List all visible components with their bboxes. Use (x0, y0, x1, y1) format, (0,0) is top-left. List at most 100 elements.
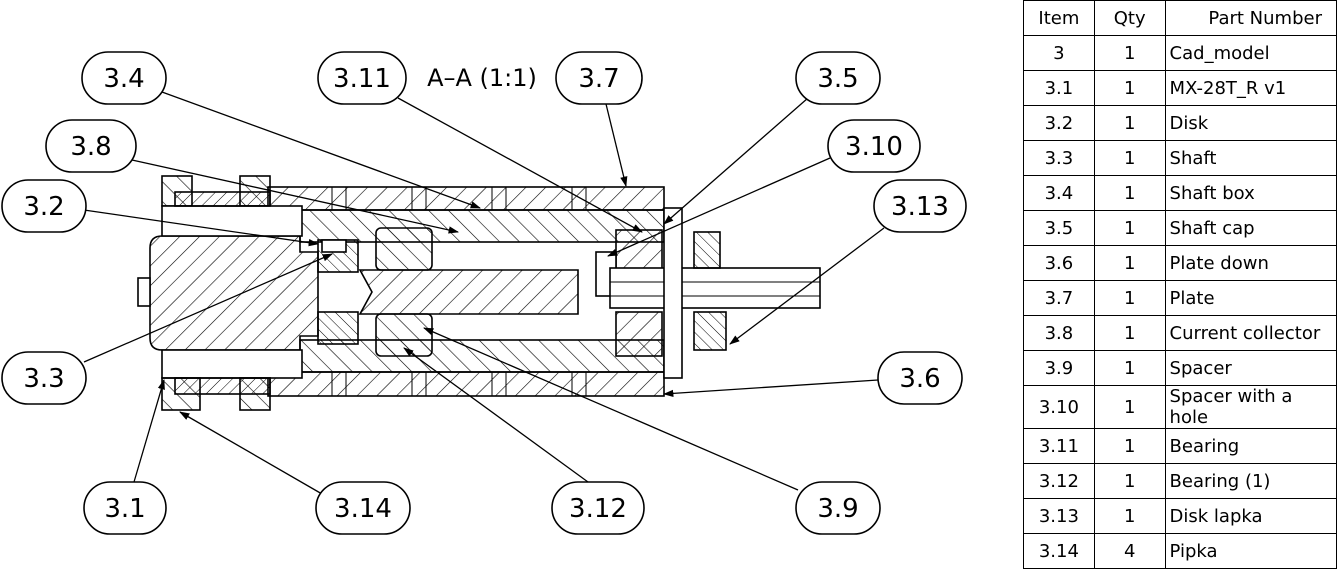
bom-cell-item: 3.2 (1023, 105, 1095, 141)
bom-cell-item: 3.7 (1023, 280, 1095, 316)
bom-row: 3.1 1 MX-28T_R v1 (1023, 70, 1337, 106)
assembly-section (137, 175, 821, 411)
balloon-3-7: 3.7 (555, 51, 643, 105)
bom-cell-qty: 1 (1093, 175, 1166, 211)
bom-cell-part-number: Spacer (1164, 350, 1337, 386)
section-title: A–A (1:1) (427, 64, 537, 92)
balloon-3-8-label: 3.8 (70, 132, 111, 162)
bom-cell-qty: 1 (1093, 428, 1166, 464)
balloon-3-11-label: 3.11 (333, 64, 391, 94)
leader-3-5 (663, 97, 809, 225)
bom-cell-item: 3.9 (1023, 350, 1095, 386)
balloon-3-14-label: 3.14 (334, 494, 392, 524)
bom-cell-item: 3.4 (1023, 175, 1095, 211)
leader-3-14 (179, 411, 323, 495)
bom-cell-qty: 1 (1093, 210, 1166, 246)
bom-header-qty: Qty (1093, 0, 1166, 36)
bom-row: 3.9 1 Spacer (1023, 350, 1337, 386)
balloon-3-7-label: 3.7 (578, 64, 619, 94)
bom-cell-part-number: Spacer with a hole (1164, 385, 1337, 429)
leader-3-1 (133, 379, 165, 483)
bom-header-part-number: Part Number (1164, 0, 1337, 36)
balloon-3-1: 3.1 (83, 481, 167, 535)
shaft (358, 269, 579, 315)
shaft-cap-top (615, 229, 663, 273)
bom-cell-part-number: Disk (1164, 105, 1337, 141)
bom-header-row: Item Qty Part Number (1023, 0, 1337, 36)
balloon-3-5-label: 3.5 (817, 64, 858, 94)
leader-3-3 (83, 253, 333, 363)
bom-cell-part-number: Pipka (1164, 533, 1337, 569)
balloon-3-4: 3.4 (81, 51, 167, 105)
bom-cell-part-number: Bearing (1) (1164, 463, 1337, 499)
balloon-3-13-label: 3.13 (891, 192, 949, 222)
bom-cell-item: 3 (1023, 35, 1095, 71)
bom-cell-item: 3.10 (1023, 385, 1095, 429)
bom-cell-item: 3.11 (1023, 428, 1095, 464)
bom-row: 3.6 1 Plate down (1023, 245, 1337, 281)
bom-cell-qty: 1 (1093, 140, 1166, 176)
bom-cell-item: 3.14 (1023, 533, 1095, 569)
balloon-3-10-label: 3.10 (845, 132, 903, 162)
leader-3-2 (83, 209, 320, 247)
bearing-top (375, 227, 433, 271)
bom-row: 3.14 4 Pipka (1023, 533, 1337, 569)
leader-3-11 (397, 97, 643, 233)
bom-cell-item: 3.6 (1023, 245, 1095, 281)
bom-cell-qty: 1 (1093, 35, 1166, 71)
balloon-3-6: 3.6 (877, 351, 963, 405)
bom-cell-qty: 4 (1093, 533, 1166, 569)
right-block-top (693, 231, 721, 269)
balloon-3-12: 3.12 (551, 481, 645, 535)
bom-cell-item: 3.8 (1023, 315, 1095, 351)
bom-row: 3.4 1 Shaft box (1023, 175, 1337, 211)
bom-cell-qty: 1 (1093, 245, 1166, 281)
motor-tab (137, 277, 151, 307)
bom-cell-qty: 1 (1093, 463, 1166, 499)
bom-row: 3 1 Cad_model (1023, 35, 1337, 71)
bom-cell-item: 3.1 (1023, 70, 1095, 106)
balloon-3-11: 3.11 (317, 51, 407, 105)
bom-row: 3.13 1 Disk lapka (1023, 498, 1337, 534)
leader-3-10 (607, 157, 831, 257)
bom-cell-qty: 1 (1093, 105, 1166, 141)
motor-body (149, 235, 319, 351)
bom-cell-part-number: Current collector (1164, 315, 1337, 351)
balloon-3-9-label: 3.9 (817, 494, 858, 524)
leader-3-4 (161, 91, 481, 209)
leader-3-7 (605, 103, 628, 188)
bom-header-item: Item (1023, 0, 1095, 36)
disk-lapka (609, 267, 821, 309)
bom-cell-qty: 1 (1093, 350, 1166, 386)
bill-of-materials-table: Item Qty Part Number 3 1 Cad_model 3.1 1 MX-… (1023, 0, 1337, 569)
pipka-bottom-rail (174, 377, 271, 395)
bom-row: 3.7 1 Plate (1023, 280, 1337, 316)
bom-cell-item: 3.12 (1023, 463, 1095, 499)
bom-row: 3.8 1 Current collector (1023, 315, 1337, 351)
balloon-3-10: 3.10 (827, 119, 921, 173)
bom-cell-qty: 1 (1093, 498, 1166, 534)
disk-lower (317, 311, 359, 345)
balloon-3-9: 3.9 (795, 481, 881, 535)
balloon-3-4-label: 3.4 (103, 64, 144, 94)
shaft-box-top (299, 209, 665, 243)
balloon-3-14: 3.14 (315, 481, 411, 535)
bom-cell-item: 3.3 (1023, 140, 1095, 176)
section-view-drawing: A–A (1:1) (1, 51, 967, 535)
bom-cell-qty: 1 (1093, 70, 1166, 106)
balloon-3-8: 3.8 (45, 119, 137, 173)
leader-3-6 (662, 379, 879, 398)
leader-lines (83, 91, 885, 495)
leader-3-12 (403, 347, 589, 483)
balloon-3-3: 3.3 (1, 351, 87, 405)
leader-3-8 (131, 159, 460, 234)
balloon-3-5: 3.5 (795, 51, 881, 105)
bom-cell-part-number: Shaft cap (1164, 210, 1337, 246)
balloon-3-1-label: 3.1 (104, 494, 145, 524)
bom-cell-part-number: Shaft (1164, 140, 1337, 176)
bom-cell-part-number: Plate down (1164, 245, 1337, 281)
bom-cell-part-number: Plate (1164, 280, 1337, 316)
housing-right-end (663, 207, 683, 379)
pipka-top-rail (174, 191, 271, 207)
bom-cell-item: 3.13 (1023, 498, 1095, 534)
